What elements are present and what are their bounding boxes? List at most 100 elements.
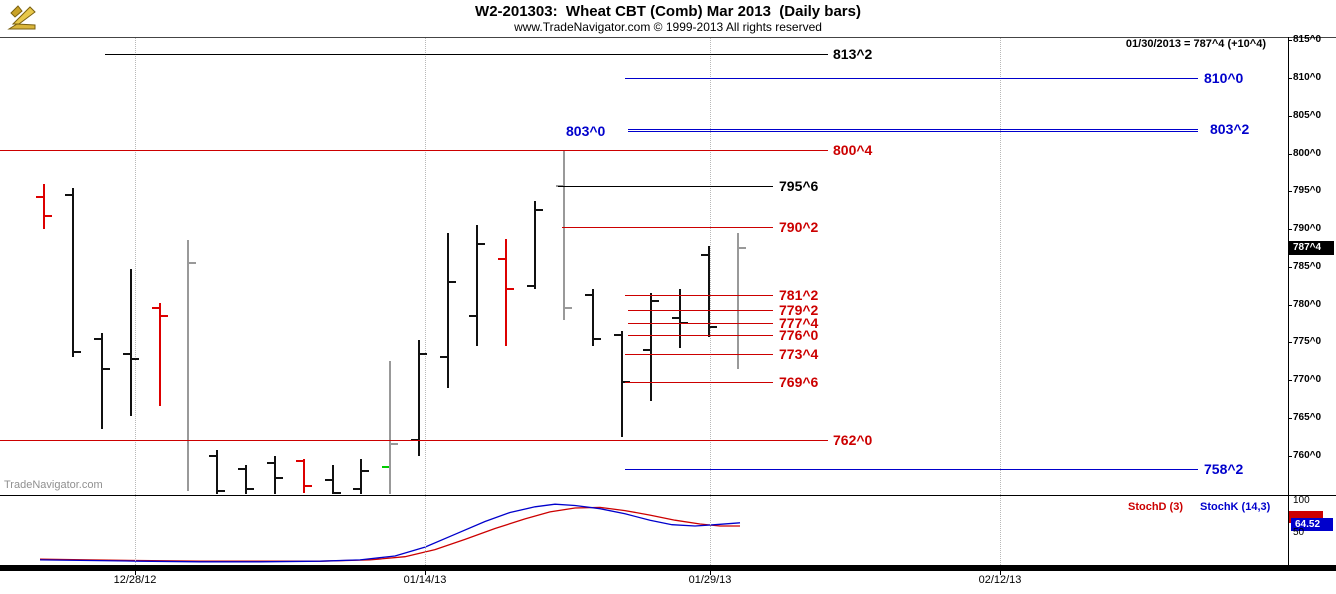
- ohlc-open-tick: [527, 284, 534, 287]
- price-level-line[interactable]: [625, 469, 1198, 470]
- price-axis-label: 815^0: [1293, 34, 1322, 46]
- price-level-line[interactable]: [628, 129, 1198, 130]
- ohlc-close-tick: [218, 490, 225, 493]
- ohlc-bar: [245, 464, 247, 494]
- stochastic-plot[interactable]: [0, 496, 1289, 565]
- price-level-line[interactable]: [625, 382, 773, 383]
- date-axis-tick: [710, 571, 711, 575]
- price-level-label[interactable]: 803^0: [566, 122, 606, 139]
- ohlc-open-tick: [123, 352, 130, 355]
- price-level-line[interactable]: [105, 54, 828, 55]
- price-level-label[interactable]: 758^2: [1204, 460, 1244, 477]
- chart-subtitle: www.TradeNavigator.com © 1999-2013 All r…: [514, 20, 822, 34]
- price-axis-label: 800^0: [1293, 147, 1322, 159]
- price-axis-tick: [1288, 417, 1292, 419]
- price-level-label[interactable]: 769^6: [779, 373, 819, 390]
- price-axis-label: 775^0: [1293, 336, 1322, 348]
- ohlc-close-tick: [45, 214, 52, 217]
- price-axis-label: 790^0: [1293, 223, 1322, 235]
- grid-line-vertical: [710, 38, 711, 565]
- ohlc-open-tick: [94, 337, 101, 340]
- price-level-line[interactable]: [0, 150, 828, 151]
- grid-line-vertical: [1000, 38, 1001, 565]
- date-axis-tick: [135, 571, 136, 575]
- date-axis-tick: [425, 571, 426, 575]
- price-level-label[interactable]: 777^4: [779, 315, 819, 332]
- price-level-line[interactable]: [562, 227, 773, 228]
- ohlc-close-tick: [536, 209, 543, 212]
- ohlc-close-tick: [710, 326, 717, 329]
- price-level-line[interactable]: [628, 310, 773, 311]
- ohlc-open-tick: [296, 460, 303, 463]
- ohlc-open-tick: [238, 467, 245, 470]
- ohlc-open-tick: [65, 194, 72, 197]
- ohlc-bar: [679, 289, 681, 348]
- ohlc-close-tick: [507, 288, 514, 291]
- date-axis-tick: [1000, 571, 1001, 575]
- ohlc-close-tick: [449, 280, 456, 283]
- ohlc-bar: [72, 187, 74, 358]
- price-axis-label: 765^0: [1293, 411, 1322, 423]
- price-level-label[interactable]: 813^2: [833, 45, 873, 62]
- price-level-label[interactable]: 803^2: [1210, 121, 1250, 138]
- ohlc-bar: [476, 225, 478, 347]
- ohlc-bar: [216, 449, 218, 494]
- stochk-legend[interactable]: StochK (14,3): [1200, 501, 1271, 513]
- ohlc-bar: [708, 246, 710, 337]
- stochd-curve: [39, 506, 740, 562]
- ohlc-close-tick: [565, 307, 572, 310]
- price-level-label[interactable]: 779^2: [779, 302, 819, 319]
- bottom-scrollbar[interactable]: [0, 565, 1336, 571]
- date-axis-label: 02/12/13: [978, 574, 1022, 586]
- price-axis-tick: [1288, 115, 1292, 117]
- price-level-line[interactable]: [625, 78, 1198, 79]
- price-level-line[interactable]: [625, 295, 773, 296]
- date-axis-label: 01/14/13: [403, 574, 447, 586]
- stochk-curve: [39, 503, 741, 563]
- ohlc-close-tick: [478, 243, 485, 246]
- ohlc-bar: [187, 240, 189, 492]
- ohlc-open-tick: [643, 348, 650, 351]
- date-axis-label: 12/28/12: [113, 574, 157, 586]
- price-level-line[interactable]: [0, 440, 828, 441]
- price-level-line[interactable]: [628, 131, 1198, 132]
- ohlc-bar: [101, 332, 103, 430]
- ohlc-close-tick: [276, 477, 283, 480]
- price-level-label[interactable]: 790^2: [779, 219, 819, 236]
- price-level-line[interactable]: [628, 323, 773, 324]
- ohlc-bar: [43, 183, 45, 230]
- ohlc-bar: [360, 459, 362, 494]
- ohlc-open-tick: [325, 479, 332, 482]
- price-level-label[interactable]: 776^0: [779, 326, 819, 343]
- ohlc-open-tick: [152, 307, 159, 310]
- ohlc-bar: [505, 238, 507, 347]
- price-axis-tick: [1288, 229, 1292, 231]
- price-level-label[interactable]: 781^2: [779, 287, 819, 304]
- ohlc-close-tick: [305, 484, 312, 487]
- price-axis-tick: [1288, 78, 1292, 80]
- price-axis-label: 760^0: [1293, 449, 1322, 461]
- ohlc-bar: [563, 149, 565, 320]
- ohlc-open-tick: [614, 333, 621, 336]
- price-axis-label: 810^0: [1293, 72, 1322, 84]
- price-axis-tick: [1288, 342, 1292, 344]
- tradenavigator-logo-icon: [6, 3, 38, 33]
- price-level-line[interactable]: [558, 186, 773, 187]
- ohlc-open-tick: [701, 254, 708, 257]
- price-axis-tick: [1288, 40, 1292, 42]
- price-axis-tick: [1288, 455, 1292, 457]
- price-level-line[interactable]: [625, 354, 773, 355]
- ohlc-close-tick: [594, 337, 601, 340]
- price-level-label[interactable]: 810^0: [1204, 70, 1244, 87]
- price-axis-label: 780^0: [1293, 298, 1322, 310]
- price-level-label[interactable]: 762^0: [833, 432, 873, 449]
- price-level-label[interactable]: 800^4: [833, 141, 873, 158]
- price-level-label[interactable]: 795^6: [779, 177, 819, 194]
- stochd-legend[interactable]: StochD (3): [1128, 501, 1183, 513]
- price-level-label[interactable]: 773^4: [779, 345, 819, 362]
- last-price-tag: 787^4: [1289, 240, 1334, 255]
- ohlc-open-tick: [353, 488, 360, 491]
- price-level-line[interactable]: [628, 335, 773, 336]
- ohlc-bar: [418, 340, 420, 456]
